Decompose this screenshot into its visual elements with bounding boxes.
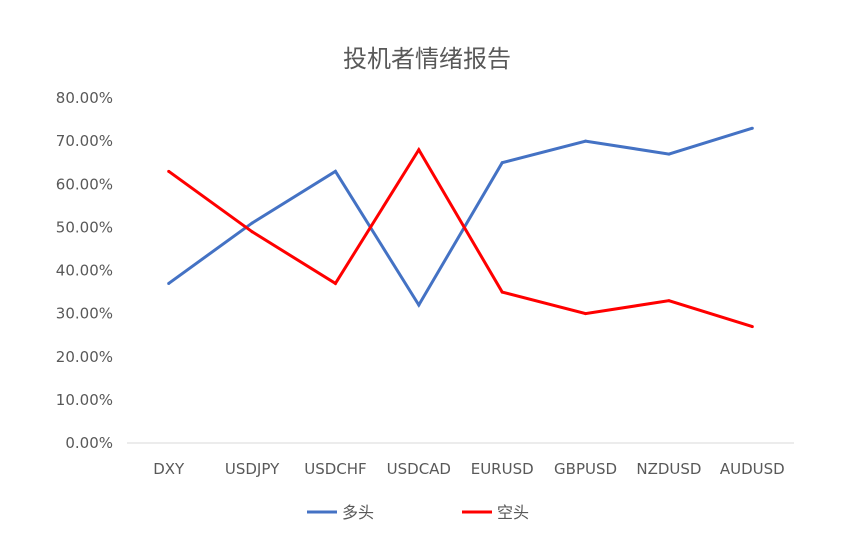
data-point (333, 169, 337, 173)
y-tick-label: 80.00% (56, 89, 113, 107)
y-tick-label: 50.00% (56, 218, 113, 236)
x-tick-label: USDCAD (387, 460, 451, 478)
data-point (250, 221, 254, 225)
series-line-0 (167, 126, 753, 308)
data-point (417, 148, 421, 152)
x-tick-label: USDJPY (225, 460, 280, 478)
data-point (333, 281, 337, 285)
data-point (584, 312, 588, 316)
legend-label: 多头 (342, 503, 374, 522)
x-tick-label: NZDUSD (636, 460, 701, 478)
data-point (167, 169, 171, 173)
x-tick-label: DXY (153, 460, 185, 478)
data-point (750, 325, 754, 329)
data-point (667, 152, 671, 156)
y-tick-label: 10.00% (56, 391, 113, 409)
y-tick-label: 70.00% (56, 132, 113, 150)
data-point (500, 161, 504, 165)
y-tick-label: 20.00% (56, 348, 113, 366)
data-point (667, 299, 671, 303)
data-point (584, 139, 588, 143)
x-tick-label: EURUSD (471, 460, 534, 478)
x-tick-label: AUDUSD (720, 460, 785, 478)
y-tick-label: 60.00% (56, 175, 113, 193)
legend-label: 空头 (497, 503, 529, 522)
y-tick-label: 0.00% (65, 434, 113, 452)
data-point (167, 281, 171, 285)
data-point (250, 230, 254, 234)
y-tick-label: 40.00% (56, 262, 113, 280)
series-line-1 (167, 146, 753, 328)
y-tick-label: 30.00% (56, 305, 113, 323)
x-tick-label: GBPUSD (554, 460, 617, 478)
data-point (417, 303, 421, 307)
data-point (750, 126, 754, 130)
chart-title: 投机者情绪报告 (343, 45, 511, 73)
data-point (500, 290, 504, 294)
x-tick-label: USDCHF (304, 460, 366, 478)
